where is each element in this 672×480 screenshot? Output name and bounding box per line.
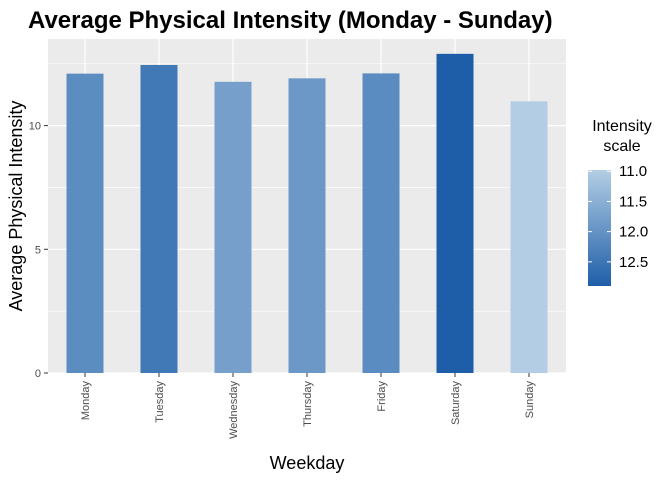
x-tick-label: Wednesday: [228, 381, 240, 439]
x-axis-title: Weekday: [270, 453, 345, 473]
bar-monday: [66, 73, 104, 374]
chart-title: Average Physical Intensity (Monday - Sun…: [28, 7, 553, 34]
y-axis: 0 5 10: [29, 121, 48, 380]
x-tick-label: Tuesday: [154, 381, 166, 423]
bar-saturday: [436, 53, 474, 373]
x-tick-label: Monday: [80, 381, 92, 421]
x-tick-label: Saturday: [450, 381, 462, 426]
y-tick-label: 10: [29, 121, 41, 133]
legend-ticks: 11.0 11.5 12.0 12.5: [588, 163, 648, 271]
y-tick-label: 5: [35, 244, 41, 256]
x-tick-label: Sunday: [524, 381, 536, 419]
bars: [66, 53, 548, 374]
x-axis: Monday Tuesday Wednesday Thursday Friday Satu…: [80, 373, 536, 439]
bar-sunday: [510, 101, 548, 373]
legend-title-line-2: scale: [603, 138, 640, 155]
legend: Intensity scale 11.0 11.5 12.0 12.5: [588, 118, 652, 286]
x-tick-label: Thursday: [302, 381, 314, 427]
bar-thursday: [288, 78, 326, 374]
y-tick-label: 0: [35, 368, 41, 380]
bar-friday: [362, 73, 400, 373]
legend-tick-label: 12.0: [619, 224, 648, 241]
bar-tuesday: [140, 64, 178, 373]
legend-tick-label: 12.5: [619, 254, 648, 271]
y-axis-title: Average Physical Intensity: [6, 101, 26, 312]
legend-title-line-1: Intensity: [592, 118, 652, 135]
bar-wednesday: [214, 81, 252, 373]
x-tick-label: Friday: [376, 381, 388, 412]
legend-tick-label: 11.0: [619, 163, 647, 180]
legend-colorbar: [588, 170, 611, 286]
legend-tick-label: 11.5: [619, 193, 647, 210]
